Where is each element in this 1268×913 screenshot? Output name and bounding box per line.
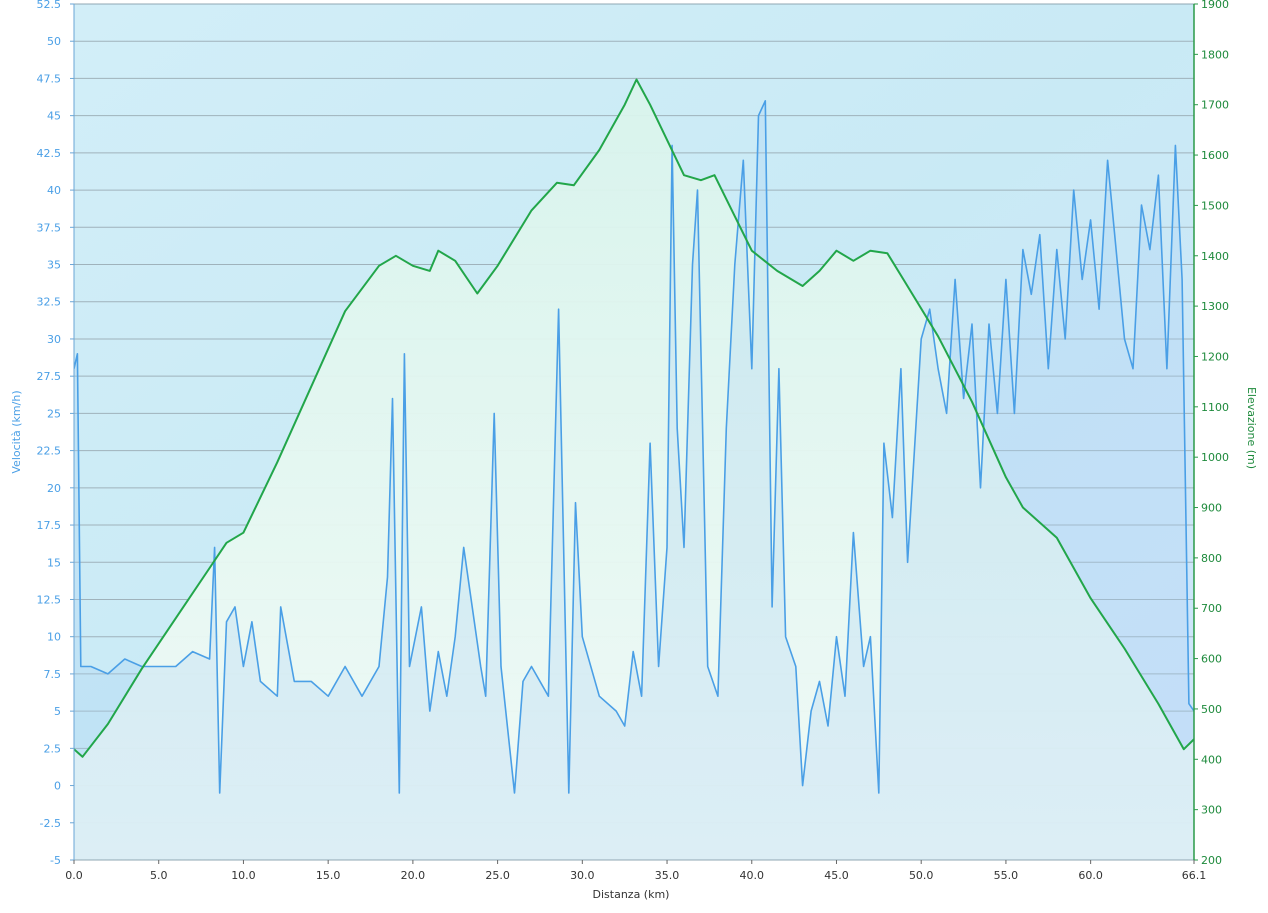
left-tick-label: 40	[47, 184, 61, 197]
right-tick-label: 1100	[1201, 401, 1229, 414]
left-tick-label: 7.5	[44, 668, 62, 681]
x-tick-label: 40.0	[740, 869, 765, 882]
elevation-series-line	[74, 78, 1194, 758]
x-tick-label: 45.0	[824, 869, 849, 882]
left-tick-label: 2.5	[44, 742, 62, 755]
speed-area	[74, 100, 1194, 860]
left-tick-label: 45	[47, 110, 61, 123]
elevation-area	[74, 79, 1194, 860]
right-y-axis-label: Elevazione (m)	[1245, 387, 1258, 469]
right-tick-label: 1200	[1201, 350, 1229, 363]
x-tick-label: 35.0	[655, 869, 680, 882]
right-tick-label: 1800	[1201, 48, 1229, 61]
left-tick-label: 25	[47, 407, 61, 420]
left-tick-label: 30	[47, 333, 61, 346]
x-tick-label: 60.0	[1078, 869, 1103, 882]
right-tick-label: 600	[1201, 653, 1222, 666]
right-tick-label: 1600	[1201, 149, 1229, 162]
left-tick-label: 5	[54, 705, 61, 718]
left-tick-label: 15	[47, 556, 61, 569]
left-tick-label: 52.5	[37, 0, 62, 11]
left-tick-label: 32.5	[37, 296, 62, 309]
left-tick-label: 17.5	[37, 519, 62, 532]
right-tick-label: 1700	[1201, 99, 1229, 112]
x-tick-label: 30.0	[570, 869, 595, 882]
x-axis-ticks: 0.0 5.0 10.0 15.0 20.0 25.0 30.0 35.0 40.0 45.0 50…	[65, 860, 1206, 882]
right-tick-label: 1300	[1201, 300, 1229, 313]
right-tick-label: 900	[1201, 502, 1222, 515]
right-tick-label: 1000	[1201, 451, 1229, 464]
right-tick-label: 500	[1201, 703, 1222, 716]
left-tick-label: 27.5	[37, 370, 62, 383]
left-tick-label: 37.5	[37, 221, 62, 234]
right-tick-label: 800	[1201, 552, 1222, 565]
left-tick-label: 47.5	[37, 72, 62, 85]
left-tick-label: 20	[47, 482, 61, 495]
right-tick-label: 700	[1201, 602, 1222, 615]
x-tick-label: 0.0	[65, 869, 83, 882]
left-y-axis-label: Velocità (km/h)	[10, 390, 23, 473]
right-tick-label: 400	[1201, 753, 1222, 766]
left-tick-label: 42.5	[37, 147, 62, 160]
left-tick-label: 12.5	[37, 593, 62, 606]
left-tick-label: 10	[47, 631, 61, 644]
right-tick-label: 1900	[1201, 0, 1229, 11]
x-tick-label: 66.1	[1182, 869, 1207, 882]
x-tick-label: 55.0	[994, 869, 1019, 882]
x-tick-label: 25.0	[485, 869, 510, 882]
left-tick-label: -5	[50, 854, 61, 867]
right-tick-label: 1500	[1201, 199, 1229, 212]
left-tick-label: -2.5	[40, 817, 61, 830]
x-tick-label: 5.0	[150, 869, 168, 882]
left-tick-label: 35	[47, 259, 61, 272]
x-tick-label: 15.0	[316, 869, 341, 882]
right-tick-label: 200	[1201, 854, 1222, 867]
right-tick-label: 300	[1201, 804, 1222, 817]
right-tick-label: 1400	[1201, 250, 1229, 263]
left-axis-ticks: 52.55047.54542.54037.53532.53027.52522.5…	[37, 0, 74, 867]
left-tick-label: 0	[54, 780, 61, 793]
x-tick-label: 50.0	[909, 869, 934, 882]
x-tick-label: 10.0	[231, 869, 256, 882]
right-axis-ticks: 1900 1800 1700 1600 1500 1400 1300 1200 1100 1000…	[1194, 0, 1229, 867]
left-tick-label: 50	[47, 35, 61, 48]
x-tick-label: 20.0	[401, 869, 426, 882]
x-axis-label: Distanza (km)	[593, 888, 670, 901]
speed-series-line	[74, 100, 1194, 794]
left-tick-label: 22.5	[37, 445, 62, 458]
